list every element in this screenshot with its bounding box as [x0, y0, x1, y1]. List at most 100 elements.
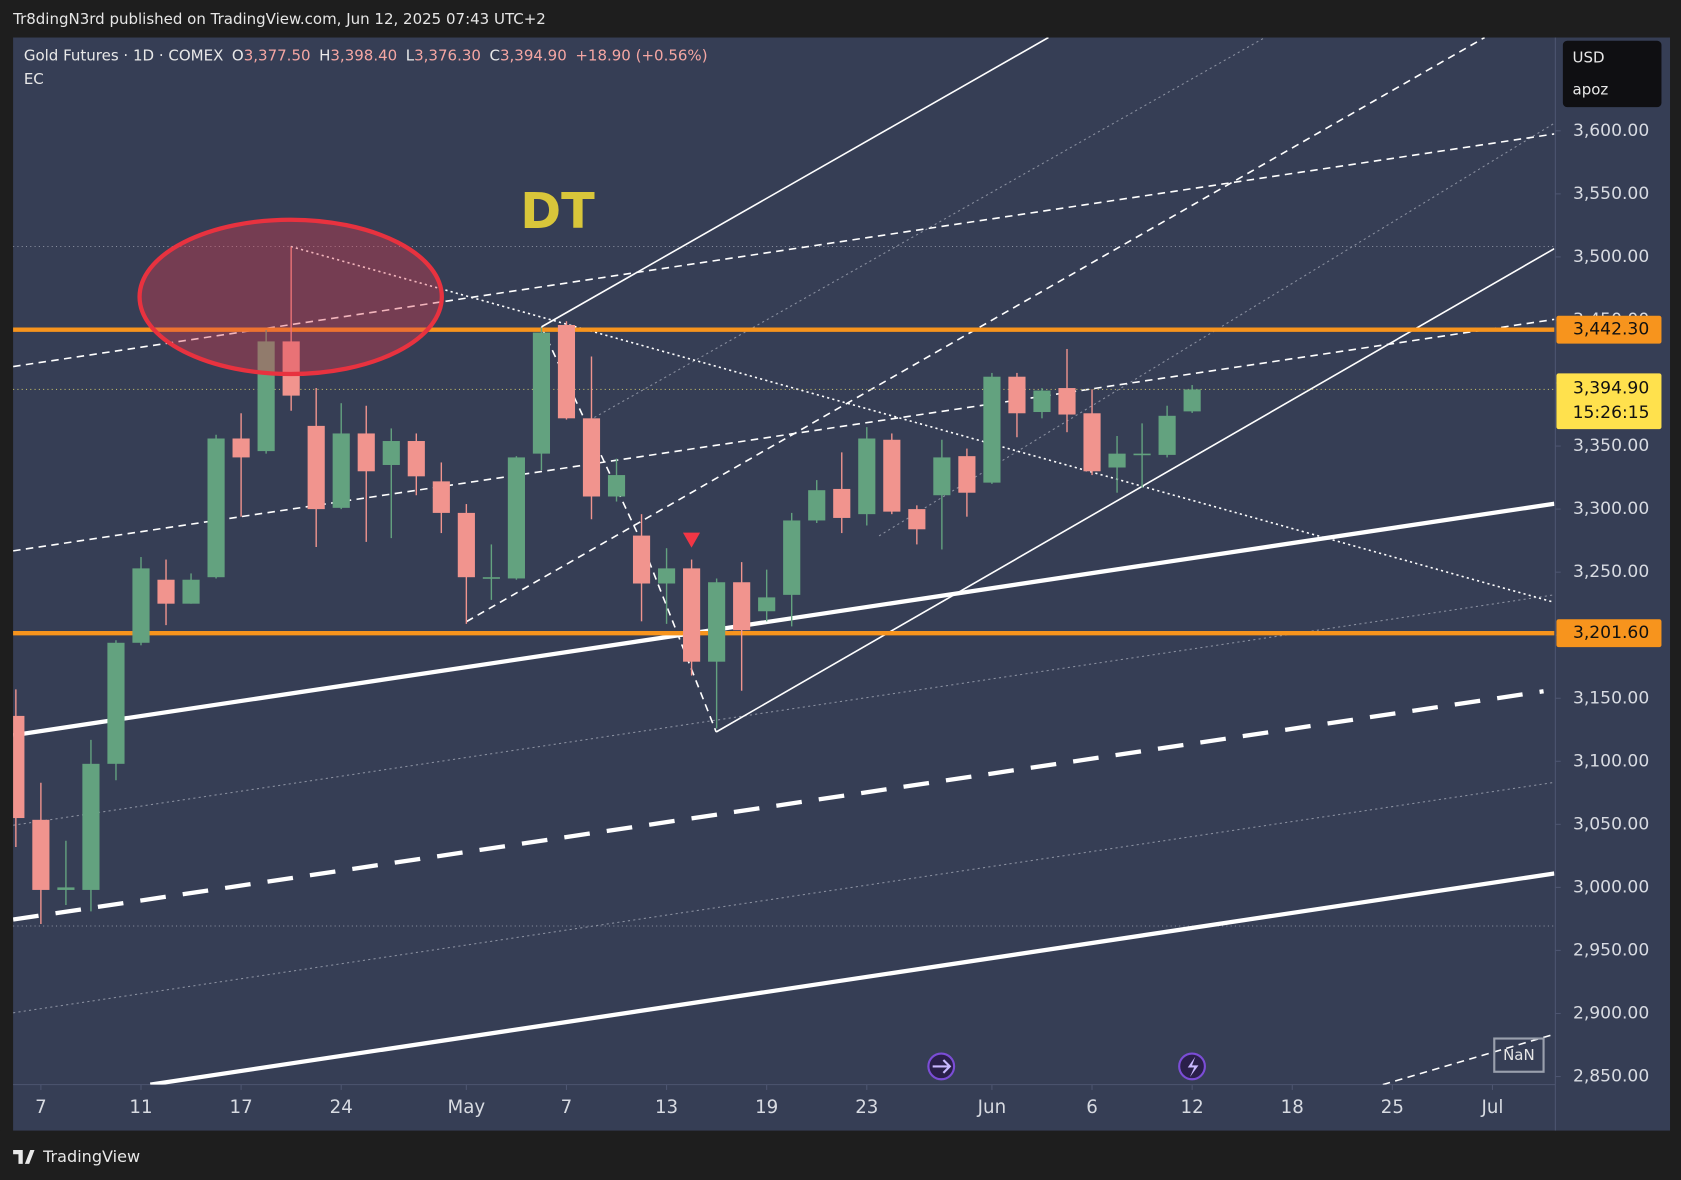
candle-body [332, 433, 350, 508]
candle-body [858, 438, 876, 515]
level-tag-label: 3,201.60 [1573, 623, 1649, 643]
level-tag-label: 3,442.30 [1573, 320, 1649, 340]
y-tick-label: 3,550.00 [1573, 184, 1649, 204]
trendline [466, 37, 1486, 623]
candle-body [482, 577, 500, 579]
signal-marker [682, 532, 701, 548]
trendline [541, 37, 1049, 328]
y-tick-label: 2,850.00 [1573, 1067, 1649, 1087]
candle-body [557, 325, 576, 419]
chart-panel [13, 37, 1671, 1131]
overlays: DT NaN [137, 182, 1545, 1081]
candle-body [407, 441, 425, 477]
header-part: H [319, 46, 330, 64]
event-icon-glyph [1187, 1056, 1199, 1078]
y-tick-label: 3,350.00 [1573, 436, 1649, 456]
trendline [13, 781, 1555, 1014]
trendline [290, 245, 1555, 604]
y-tick-label: 3,500.00 [1573, 247, 1649, 267]
candle-body [1158, 415, 1176, 455]
trendline [1382, 1033, 1555, 1085]
y-tick-label: 3,050.00 [1573, 814, 1649, 834]
candle-body [908, 509, 926, 530]
x-tick-label: 25 [1381, 1097, 1404, 1118]
x-tick-label: 11 [129, 1097, 152, 1118]
last-price-tag [1556, 373, 1662, 430]
candle-body [632, 535, 651, 584]
candle-body [1058, 388, 1076, 415]
header-part: 3,398.40 [330, 46, 397, 64]
candle-body [382, 441, 400, 465]
candle-body [107, 642, 125, 764]
x-tick-label: 24 [330, 1097, 353, 1118]
x-tick-label: 13 [655, 1097, 678, 1118]
candle-body [282, 341, 300, 396]
y-tick-label: 3,250.00 [1573, 562, 1649, 582]
symbol-header: Gold Futures · 1D · COMEX O3,377.50 H3,398… [24, 46, 708, 64]
x-tick-label: Jul [1480, 1097, 1503, 1118]
currency: USD [1573, 48, 1605, 66]
y-tick-label: 3,150.00 [1573, 688, 1649, 708]
channel-line [13, 501, 1555, 738]
header-part: +18.90 (+0.56%) [575, 46, 707, 64]
highlight-ellipse [137, 217, 444, 377]
y-tick-label: 3,100.00 [1573, 751, 1649, 771]
candle-body [983, 376, 1001, 483]
candle-body [833, 488, 851, 518]
candle-body [532, 332, 551, 454]
candle-body [933, 457, 951, 496]
currency-box-bg [1562, 40, 1662, 108]
candle-body [307, 425, 325, 510]
candle-body [57, 887, 75, 890]
level-tag [1556, 315, 1662, 344]
candle-body [232, 438, 250, 458]
x-tick-label: 12 [1181, 1097, 1204, 1118]
x-tick-label: 23 [855, 1097, 878, 1118]
annotation: DT [520, 182, 595, 240]
candle-body [32, 819, 50, 890]
trendline [13, 318, 1555, 552]
candle-body [432, 481, 450, 513]
candle-body [783, 520, 801, 595]
channel-line [149, 871, 1555, 1085]
levels [13, 327, 1555, 636]
x-tick-label: 6 [1086, 1097, 1098, 1118]
trendline [878, 122, 1555, 537]
candle-body [357, 433, 375, 472]
candle-body [733, 582, 751, 631]
y-tick-label: 2,900.00 [1573, 1003, 1649, 1023]
candle-body [808, 490, 826, 521]
header-part: Gold Futures · 1D · COMEX [24, 46, 224, 64]
candle-body [657, 568, 676, 584]
candle-body [132, 568, 150, 643]
x-tick-label: 18 [1281, 1097, 1304, 1118]
x-tick-label: Jun [977, 1097, 1006, 1118]
candle-body [182, 579, 200, 604]
trendline [589, 37, 1266, 421]
header-part: O [232, 46, 244, 64]
candle-body [708, 582, 726, 662]
account: apoz [1573, 81, 1609, 99]
candle-body [13, 715, 25, 819]
nan-badge[interactable] [1493, 1037, 1545, 1073]
x-tick-label: 17 [230, 1097, 253, 1118]
y-tick-label: 3,000.00 [1573, 877, 1649, 897]
candle-body [958, 456, 976, 493]
x-tick-label: 19 [755, 1097, 778, 1118]
nan-badge-text: NaN [1503, 1046, 1535, 1064]
y-tick-label: 3,300.00 [1573, 499, 1649, 519]
y-tick-label: 3,600.00 [1573, 121, 1649, 141]
candle-body [1108, 453, 1126, 468]
candle-body [883, 439, 901, 512]
candle-body [157, 579, 175, 604]
brand: TradingView [42, 1147, 140, 1166]
candle-body [457, 512, 475, 578]
y-tick-label: 2,950.00 [1573, 940, 1649, 960]
countdown: 15:26:15 [1573, 403, 1650, 423]
header-part: 3,376.30 [414, 46, 481, 64]
candle-body [82, 763, 100, 890]
candle-body [1133, 453, 1151, 456]
event-icon-glyph [932, 1059, 952, 1074]
x-tick-label: 7 [35, 1097, 47, 1118]
